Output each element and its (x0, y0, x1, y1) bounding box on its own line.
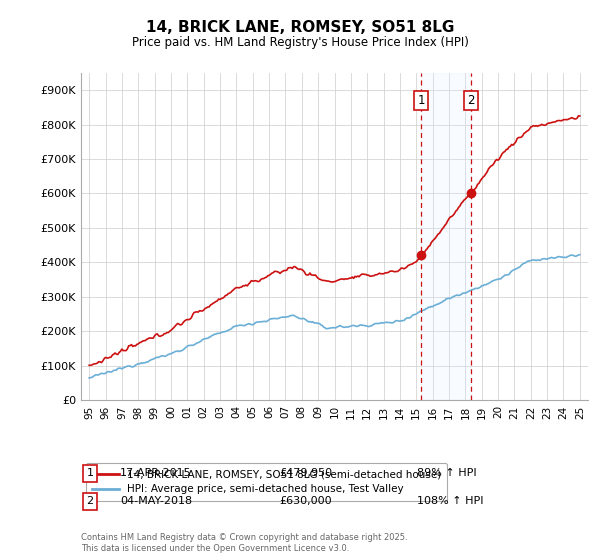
Text: Contains HM Land Registry data © Crown copyright and database right 2025.
This d: Contains HM Land Registry data © Crown c… (81, 533, 407, 553)
Text: 14, BRICK LANE, ROMSEY, SO51 8LG: 14, BRICK LANE, ROMSEY, SO51 8LG (146, 20, 454, 35)
Text: 1: 1 (417, 94, 425, 107)
Text: 108% ↑ HPI: 108% ↑ HPI (417, 496, 484, 506)
Text: 1: 1 (86, 468, 94, 478)
Text: £630,000: £630,000 (279, 496, 332, 506)
Text: 2: 2 (86, 496, 94, 506)
Bar (421, 73, 471, 400)
Legend: 14, BRICK LANE, ROMSEY, SO51 8LG (semi-detached house), HPI: Average price, semi: 14, BRICK LANE, ROMSEY, SO51 8LG (semi-d… (86, 463, 448, 501)
Text: 17-APR-2015: 17-APR-2015 (120, 468, 191, 478)
Text: 89% ↑ HPI: 89% ↑ HPI (417, 468, 476, 478)
Text: 2: 2 (467, 94, 475, 107)
Text: Price paid vs. HM Land Registry's House Price Index (HPI): Price paid vs. HM Land Registry's House … (131, 36, 469, 49)
Text: £479,950: £479,950 (279, 468, 332, 478)
Text: 04-MAY-2018: 04-MAY-2018 (120, 496, 192, 506)
